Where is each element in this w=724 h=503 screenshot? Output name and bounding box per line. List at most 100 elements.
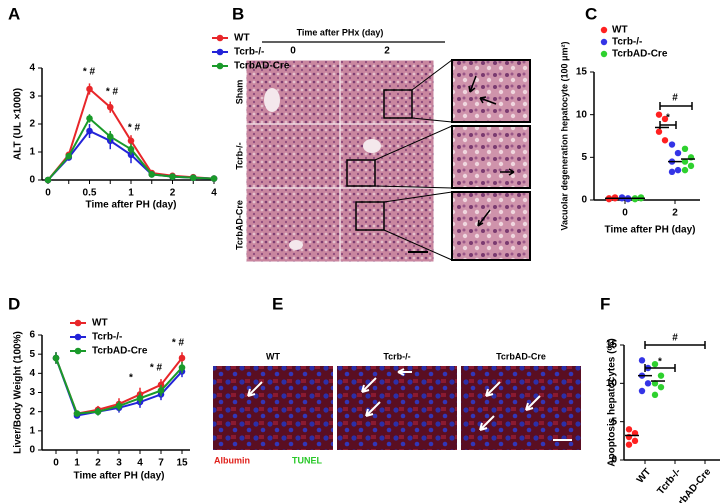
x-tick-label: 15	[176, 458, 188, 469]
point	[631, 437, 639, 445]
x-tick-label: 4	[137, 458, 143, 469]
annotation: * #	[172, 338, 185, 349]
significance-bracket	[644, 364, 676, 372]
point	[65, 152, 73, 160]
column-label: 0	[290, 46, 296, 57]
y-tick-label: 5	[611, 416, 617, 427]
point	[687, 162, 695, 170]
point	[655, 111, 663, 118]
y-tick-label: 6	[29, 330, 35, 341]
panel-letter: F	[600, 294, 610, 313]
panel-letter: E	[272, 294, 283, 313]
annotation: * #	[128, 123, 141, 134]
point	[655, 128, 663, 135]
point	[44, 176, 52, 184]
x-tick-label: 2	[95, 458, 101, 469]
point	[605, 195, 613, 203]
point	[651, 391, 659, 399]
column-label: 2	[384, 46, 390, 57]
legend-label: WT	[234, 33, 250, 44]
legend-label: Tcrb-/-	[234, 47, 264, 58]
point	[674, 149, 682, 157]
point	[178, 364, 186, 371]
point	[668, 141, 676, 148]
y-tick-label: 0	[29, 175, 35, 186]
point	[115, 402, 123, 410]
annotation: #	[672, 333, 678, 344]
y-tick-label: 0	[611, 455, 617, 466]
x-tick-label: 0.5	[83, 188, 97, 199]
y-tick-label: 15	[606, 340, 618, 351]
x-tick-label: 7	[158, 458, 164, 469]
significance-bracket	[659, 102, 693, 110]
panel-letter: B	[232, 4, 244, 23]
legend-label: Tcrb-/-	[92, 332, 122, 343]
x-tick-label: 2	[170, 188, 176, 199]
annotation: *	[129, 373, 133, 384]
legend-label: TcrbAD-Cre	[234, 61, 290, 72]
point	[618, 194, 626, 201]
point	[157, 387, 165, 394]
panel-letter: D	[8, 294, 20, 313]
point	[644, 380, 652, 387]
he-images	[245, 41, 531, 263]
point	[668, 168, 676, 176]
point	[638, 357, 646, 364]
column-label: WT	[266, 351, 280, 361]
point	[86, 85, 93, 93]
x-tick-label: 0	[53, 458, 59, 469]
legend-marker	[74, 347, 82, 355]
stain-label: Albumin	[214, 455, 250, 465]
y-axis-label: ALT (UL ×1000)	[13, 88, 24, 160]
point	[681, 166, 689, 174]
y-tick-label: 5	[29, 349, 35, 360]
point	[661, 137, 669, 144]
point	[86, 127, 93, 135]
column-label: Tcrb-/-	[383, 351, 410, 361]
y-tick-label: 15	[576, 67, 588, 78]
legend-marker	[74, 333, 82, 341]
y-axis-label: Liver/Body Weight (100%)	[13, 331, 24, 454]
significance-bracket	[659, 121, 677, 129]
x-tick-label: Tcrb-/-	[655, 467, 683, 497]
y-tick-label: 1	[29, 147, 35, 158]
legend-marker	[216, 48, 224, 56]
point	[106, 133, 114, 140]
x-tick-label: 1	[74, 458, 80, 469]
legend-marker	[216, 62, 224, 70]
y-tick-label: 3	[29, 91, 35, 102]
point	[136, 394, 144, 402]
y-tick-label: 0	[581, 195, 587, 206]
y-tick-label: 2	[29, 119, 35, 130]
annotation: *	[658, 357, 662, 368]
column-label: TcrbAD-Cre	[496, 351, 546, 361]
point	[189, 174, 197, 182]
y-tick-label: 0	[29, 445, 35, 456]
panel-letter: C	[585, 4, 597, 23]
y-axis-label: Apoptosis hepatocytes (%)	[607, 338, 618, 466]
x-tick-label: 1	[128, 188, 134, 199]
row-label: Tcrb-/-	[234, 142, 244, 169]
point	[210, 175, 218, 182]
annotation: #	[672, 93, 678, 104]
fluorescence-images	[213, 366, 581, 450]
x-tick-label: 2	[672, 208, 678, 219]
y-tick-label: 10	[606, 378, 618, 389]
annotation: *	[666, 113, 670, 124]
x-tick-label: 0	[622, 208, 628, 219]
point	[681, 158, 689, 165]
x-axis-label: Time after PH (day)	[86, 200, 177, 211]
series-line	[47, 87, 215, 181]
legend-marker	[600, 50, 608, 58]
legend-label: TcrbAD-Cre	[612, 49, 668, 60]
point	[86, 115, 93, 122]
point	[674, 166, 682, 174]
point	[657, 383, 665, 391]
point	[169, 173, 176, 180]
x-tick-label: 4	[211, 188, 217, 199]
point	[73, 410, 81, 417]
point	[657, 372, 665, 379]
point	[127, 137, 135, 145]
point	[631, 195, 639, 203]
